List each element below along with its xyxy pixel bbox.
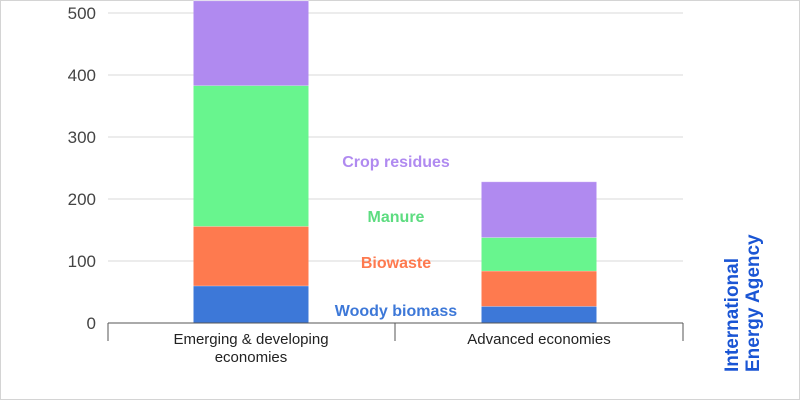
y-tick-label: 200 <box>68 190 96 209</box>
x-axis <box>107 322 684 341</box>
series-label: Biowaste <box>361 255 431 272</box>
bar-segment <box>193 226 309 286</box>
series-label: Crop residues <box>342 154 450 171</box>
bar-segment <box>193 85 309 227</box>
y-tick-label: 100 <box>68 252 96 271</box>
y-tick-label: 300 <box>68 128 96 147</box>
series-label: Manure <box>368 209 425 226</box>
bar-segment <box>193 0 309 86</box>
bar-segment <box>481 237 597 271</box>
bar-segment <box>481 270 597 307</box>
category-label: Emerging & developing <box>173 331 328 348</box>
logo-line-1: International <box>722 257 743 372</box>
bar-segment <box>481 181 597 238</box>
category-label: Advanced economies <box>467 331 610 348</box>
series-label: Woody biomass <box>335 303 457 320</box>
category-label: economies <box>215 349 288 366</box>
iea-logo-text: International Energy Agency <box>722 234 764 372</box>
bar-segment <box>481 306 597 323</box>
series-labels: Woody biomass Biowaste Manure Crop residues <box>335 154 457 320</box>
bar-segment <box>193 285 309 323</box>
logo-line-2: Energy Agency <box>743 234 764 372</box>
y-tick-label: 500 <box>68 4 96 23</box>
y-tick-label: 0 <box>87 314 96 333</box>
bars <box>193 0 597 323</box>
y-tick-labels: 0 100 200 300 400 500 <box>68 4 96 333</box>
y-tick-label: 400 <box>68 66 96 85</box>
